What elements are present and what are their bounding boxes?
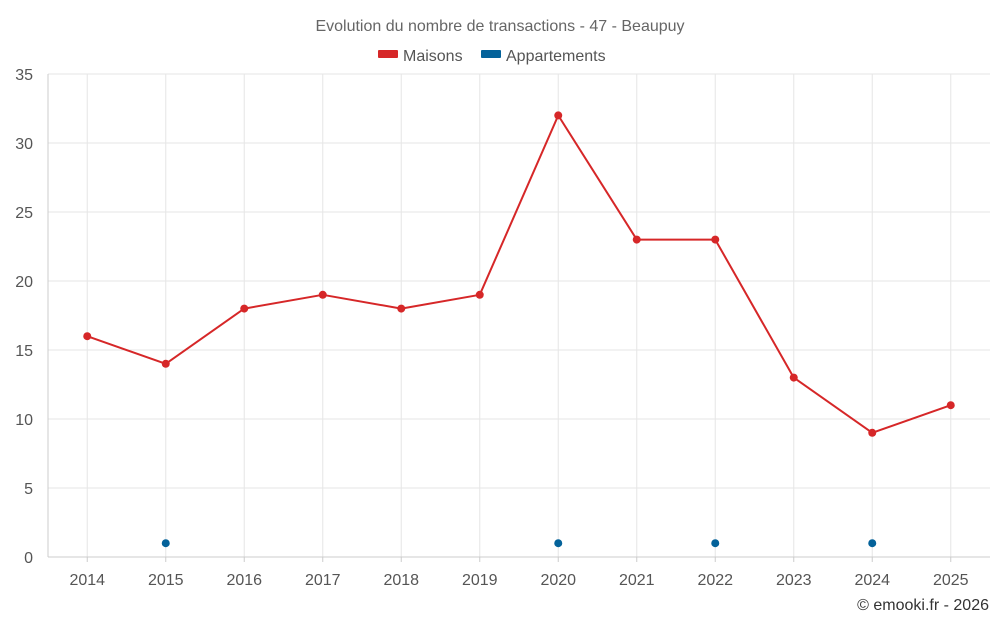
x-tick-label: 2016 — [226, 572, 262, 589]
vertical-gridlines — [86, 74, 952, 557]
credit-text: © emooki.fr - 2026 — [857, 597, 989, 614]
series-line-maisons — [86, 114, 952, 434]
data-point-appartements[interactable] — [868, 539, 877, 548]
data-point-maisons[interactable] — [318, 290, 327, 299]
y-tick-label: 0 — [24, 550, 33, 567]
y-tick-label: 10 — [15, 412, 33, 429]
x-tick-label: 2022 — [697, 572, 733, 589]
data-point-maisons[interactable] — [868, 428, 877, 437]
legend-swatch-appartements[interactable] — [481, 50, 501, 58]
y-tick-label: 5 — [24, 481, 33, 498]
y-tick-labels: 0 5 10 15 20 25 30 35 — [15, 67, 33, 567]
y-tick-label: 20 — [15, 274, 33, 291]
data-point-maisons[interactable] — [475, 290, 484, 299]
legend[interactable]: Maisons Appartements — [378, 48, 606, 65]
data-point-maisons[interactable] — [397, 304, 406, 313]
x-tick-label: 2021 — [619, 572, 655, 589]
series-points[interactable] — [83, 111, 955, 548]
x-tick-label: 2018 — [383, 572, 419, 589]
data-point-appartements[interactable] — [161, 539, 170, 548]
legend-swatch-maisons[interactable] — [378, 50, 398, 58]
data-point-maisons[interactable] — [554, 111, 563, 120]
horizontal-gridlines — [48, 73, 990, 489]
y-tick-label: 30 — [15, 136, 33, 153]
x-tick-label: 2017 — [305, 572, 341, 589]
x-tick-label: 2014 — [69, 572, 105, 589]
data-point-maisons[interactable] — [946, 401, 955, 410]
series-lines — [86, 114, 952, 434]
chart-title: Evolution du nombre de transactions - 47… — [315, 18, 684, 35]
y-tick-label: 15 — [15, 343, 33, 360]
data-point-maisons[interactable] — [83, 332, 92, 341]
legend-label-maisons[interactable]: Maisons — [403, 48, 463, 65]
x-tick-labels: 2014 2015 2016 2017 2018 2019 2020 2021 2022 2023… — [69, 572, 968, 589]
x-tick-label: 2025 — [933, 572, 969, 589]
x-tick-label: 2019 — [462, 572, 498, 589]
data-point-maisons[interactable] — [161, 359, 170, 368]
data-point-appartements[interactable] — [711, 539, 720, 548]
y-tick-label: 35 — [15, 67, 33, 84]
x-tick-label: 2024 — [854, 572, 890, 589]
data-point-maisons[interactable] — [711, 235, 720, 244]
axes — [47, 74, 990, 562]
data-point-maisons[interactable] — [789, 373, 798, 382]
x-tick-label: 2023 — [776, 572, 812, 589]
data-point-maisons[interactable] — [632, 235, 641, 244]
legend-label-appartements[interactable]: Appartements — [506, 48, 606, 65]
data-point-appartements[interactable] — [554, 539, 563, 548]
data-point-maisons[interactable] — [240, 304, 249, 313]
x-tick-label: 2020 — [540, 572, 576, 589]
x-tick-label: 2015 — [148, 572, 184, 589]
y-tick-label: 25 — [15, 205, 33, 222]
